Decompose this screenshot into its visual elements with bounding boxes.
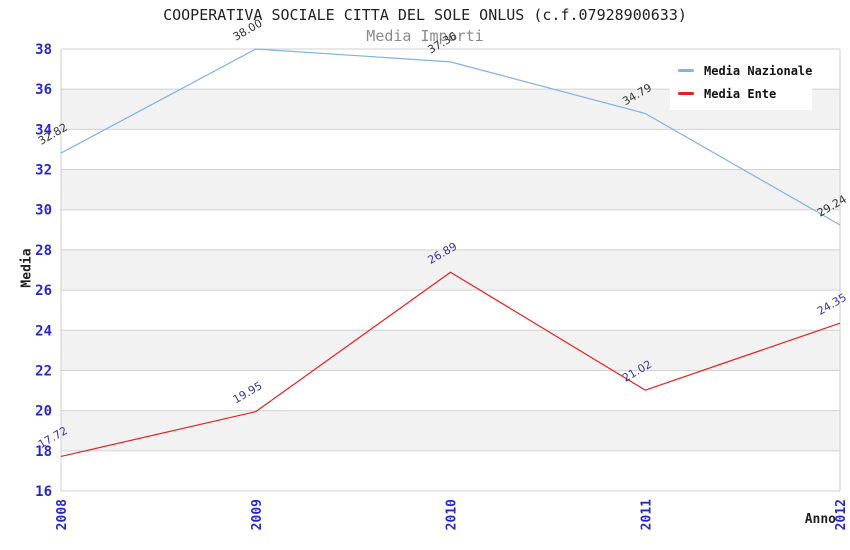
chart-legend: Media Nazionale Media Ente: [670, 54, 812, 110]
chart-subtitle: Media Importi: [366, 27, 484, 45]
legend-item-media-ente: Media Ente: [678, 82, 812, 105]
series-line-media-ente: [60, 271, 841, 458]
plot-band: [61, 410, 840, 451]
x-tick-label: 2011: [639, 499, 654, 530]
x-tick-label: 2012: [834, 499, 849, 530]
legend-label: Media Nazionale: [704, 63, 813, 78]
plot-band: [61, 169, 840, 210]
plot-band: [61, 370, 840, 411]
y-tick-label: 34: [35, 122, 52, 138]
legend-item-media-nazionale: Media Nazionale: [678, 59, 812, 82]
y-axis-title: Media: [19, 248, 35, 288]
y-tick-label: 20: [35, 404, 52, 420]
y-tick-label: 32: [35, 163, 52, 179]
chart-title: COOPERATIVA SOCIALE CITTA DEL SOLE ONLUS…: [163, 6, 687, 24]
y-tick-label: 24: [35, 323, 52, 339]
y-tick-label: 16: [35, 484, 52, 500]
series-line-media-nazionale: [60, 48, 841, 226]
plot-band: [61, 249, 840, 291]
y-tick-label: 36: [35, 82, 52, 98]
y-tick-label: 26: [35, 283, 52, 299]
legend-swatch: [678, 69, 694, 72]
plot-band: [61, 330, 840, 371]
x-axis-title: Anno: [804, 512, 836, 527]
x-tick-label: 2008: [55, 499, 70, 530]
x-tick-label: 2009: [250, 499, 265, 530]
legend-label: Media Ente: [704, 86, 777, 101]
plot-band: [61, 129, 840, 170]
point-label: 38.00: [231, 17, 265, 44]
plot-band: [61, 290, 840, 331]
y-tick-label: 22: [35, 363, 52, 379]
y-tick-label: 18: [35, 444, 52, 460]
y-tick-label: 30: [35, 203, 52, 219]
y-tick-label: 28: [35, 243, 52, 259]
plot-band: [61, 450, 840, 491]
y-tick-label: 38: [35, 42, 52, 58]
legend-swatch: [678, 92, 694, 95]
x-tick-label: 2010: [445, 499, 460, 530]
plot-band: [61, 209, 840, 250]
